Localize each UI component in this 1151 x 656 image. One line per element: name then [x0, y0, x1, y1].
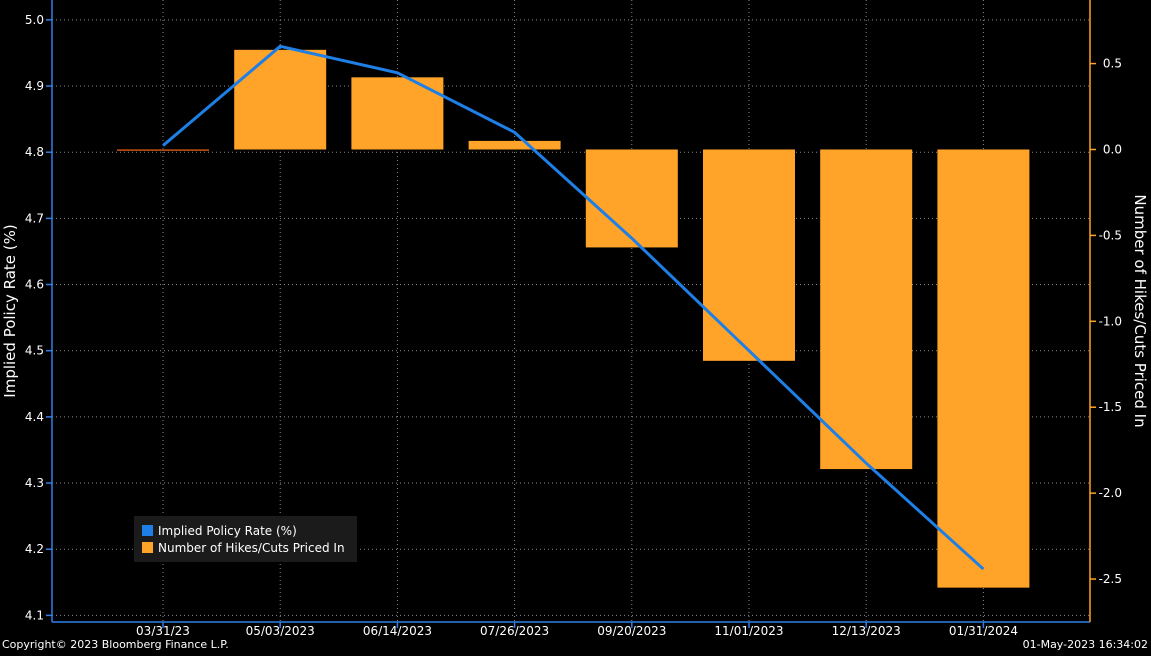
legend: Implied Policy Rate (%) Number of Hikes/C…	[134, 516, 357, 562]
left-tick-label: 4.6	[25, 278, 44, 292]
legend-label: Number of Hikes/Cuts Priced In	[158, 541, 345, 555]
right-tick-label: 0.0	[1103, 142, 1122, 156]
bar-11/01/2023	[703, 149, 795, 361]
x-tick-label: 12/13/2023	[832, 624, 901, 636]
bar-series	[117, 49, 1030, 588]
legend-swatch	[142, 525, 153, 536]
bar-03/31/23	[117, 149, 209, 151]
left-tick-label: 4.8	[25, 145, 44, 159]
x-tick-label: 07/26/2023	[480, 624, 549, 636]
copyright-text: Copyright© 2023 Bloomberg Finance L.P.	[2, 638, 229, 651]
bar-07/26/2023	[468, 140, 561, 150]
bar-05/03/2023	[234, 49, 327, 150]
legend-box	[134, 516, 357, 562]
bar-12/13/2023	[820, 149, 913, 470]
left-tick-label: 4.2	[25, 542, 44, 556]
axes: 4.1 4.2 4.3 4.4 4.5 4.6 4.7 4.8 4.9 5.0 -2.5 -2.0 -1…	[1, 0, 1149, 636]
grid-lines	[52, 0, 1090, 622]
left-tick-label: 4.1	[25, 608, 44, 622]
right-tick-label: -0.5	[1099, 228, 1122, 242]
right-tick-label: -2.5	[1099, 572, 1122, 586]
right-tick-label: -2.0	[1099, 486, 1122, 500]
left-tick-label: 4.4	[25, 410, 44, 424]
x-tick-label: 01/31/2024	[949, 624, 1018, 636]
right-tick-label: 0.5	[1103, 57, 1122, 71]
x-tick-label: 06/14/2023	[363, 624, 432, 636]
timestamp-text: 01-May-2023 16:34:02	[1022, 638, 1148, 651]
x-tick-label: 05/03/2023	[246, 624, 315, 636]
bar-01/31/2024	[937, 149, 1030, 588]
line-series-implied-policy-rate	[162, 44, 985, 571]
left-tick-label: 4.9	[25, 79, 44, 93]
chart: 4.1 4.2 4.3 4.4 4.5 4.6 4.7 4.8 4.9 5.0 -2.5 -2.0 -1…	[1, 0, 1149, 636]
legend-label: Implied Policy Rate (%)	[158, 524, 297, 538]
left-tick-label: 4.5	[25, 344, 44, 358]
left-axis-title: Implied Policy Rate (%)	[1, 224, 19, 397]
x-tick-label: 11/01/2023	[714, 624, 783, 636]
legend-swatch	[142, 542, 153, 553]
bar-09/20/2023	[585, 149, 678, 248]
right-tick-label: -1.0	[1099, 314, 1122, 328]
right-axis-title: Number of Hikes/Cuts Priced In	[1131, 194, 1149, 427]
x-tick-label: 03/31/23	[136, 624, 190, 636]
left-tick-label: 4.7	[25, 211, 44, 225]
x-tick-label: 09/20/2023	[597, 624, 666, 636]
left-tick-label: 4.3	[25, 476, 44, 490]
left-tick-label: 5.0	[25, 13, 44, 27]
right-tick-label: -1.5	[1099, 400, 1122, 414]
